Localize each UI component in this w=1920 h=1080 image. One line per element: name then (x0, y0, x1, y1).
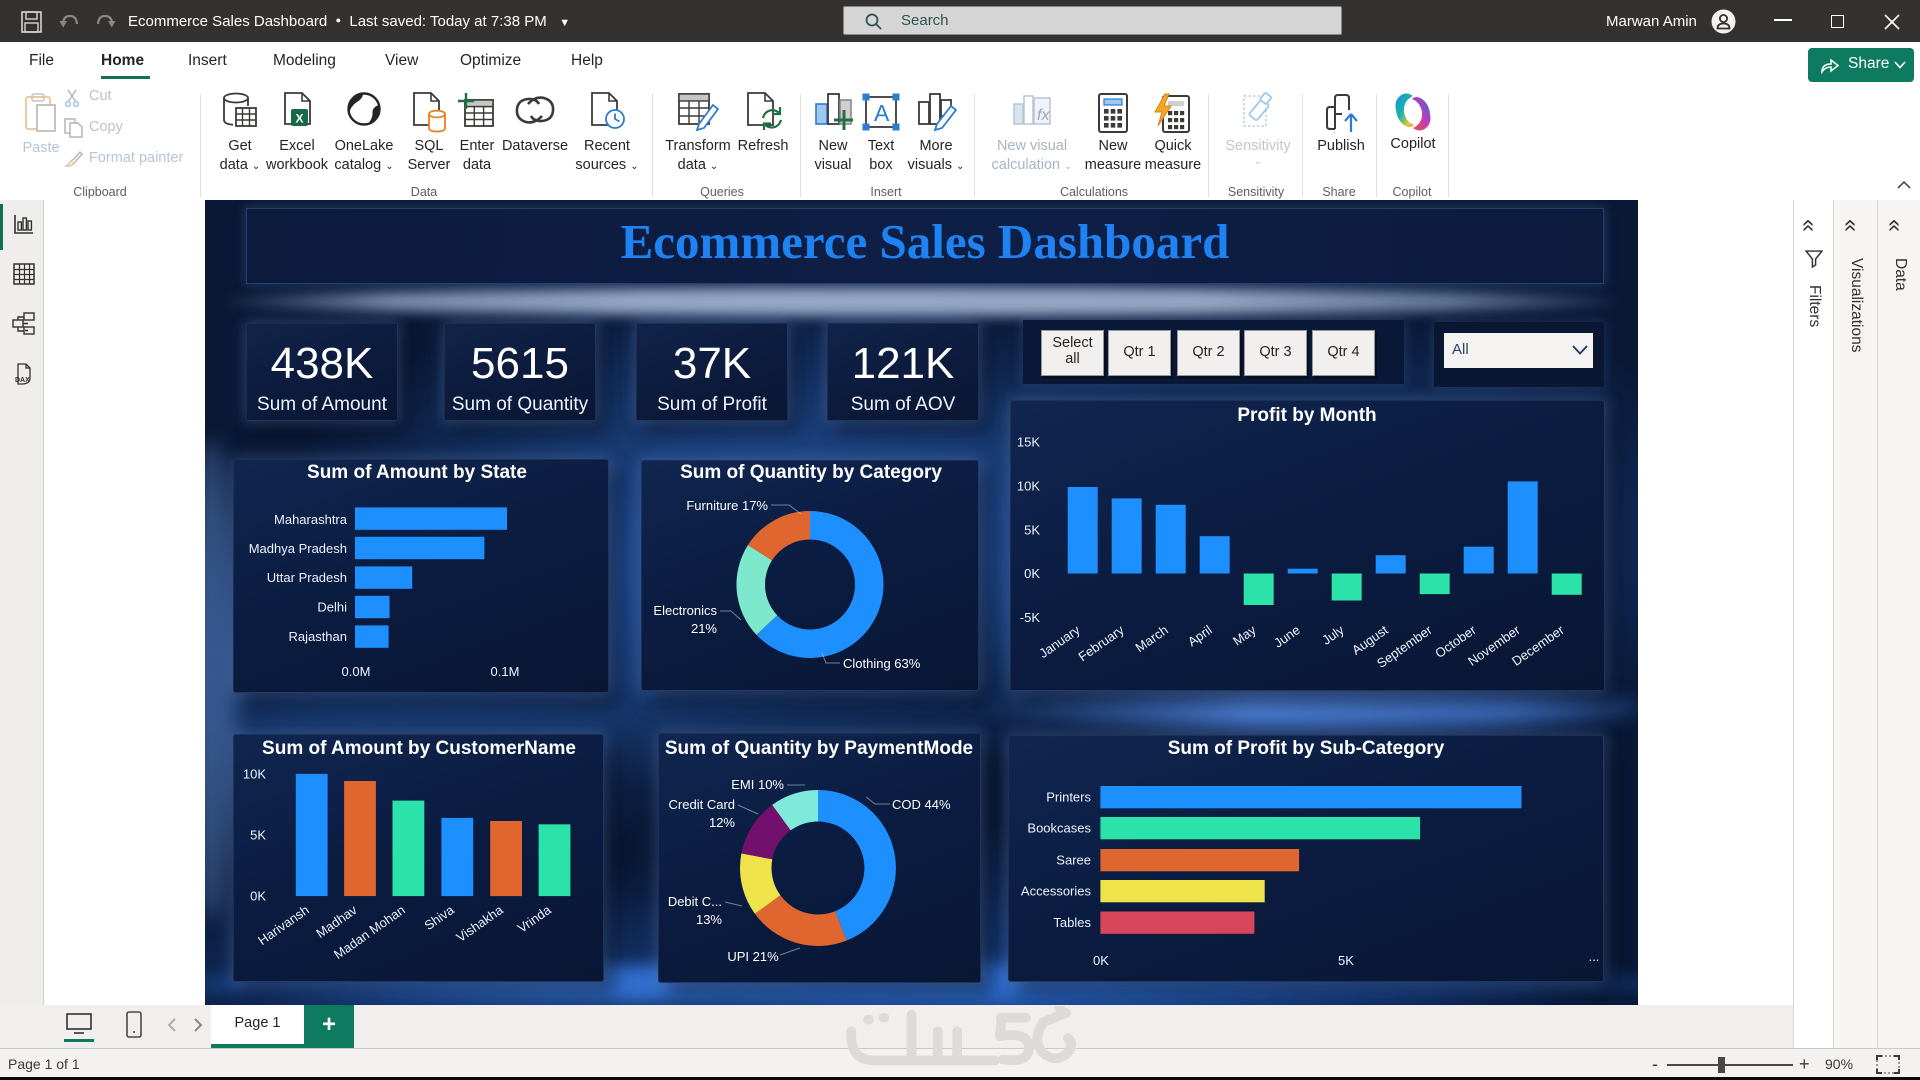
svg-text:Tables: Tables (1053, 915, 1091, 930)
svg-text:0K: 0K (250, 889, 266, 904)
svg-text:21%: 21% (691, 621, 717, 636)
svg-text:Vishakha: Vishakha (453, 902, 506, 945)
svg-text:Rajasthan: Rajasthan (288, 629, 347, 644)
svg-text:Electronics: Electronics (653, 603, 717, 618)
svg-text:13%: 13% (696, 912, 722, 927)
svg-text:0.1M: 0.1M (491, 664, 520, 679)
svg-text:Madhya Pradesh: Madhya Pradesh (249, 541, 347, 556)
svg-text:Saree: Saree (1056, 853, 1091, 868)
svg-text:Harivansh: Harivansh (255, 902, 312, 948)
svg-text:A: A (874, 100, 890, 126)
svg-text:EMI 10%: EMI 10% (731, 777, 784, 792)
svg-text:Accessories: Accessories (1021, 884, 1092, 899)
svg-text:5K: 5K (250, 828, 266, 843)
svg-text:COD 44%: COD 44% (892, 797, 951, 812)
svg-text:Delhi: Delhi (317, 600, 347, 615)
svg-text:Furniture 17%: Furniture 17% (686, 498, 768, 513)
svg-text:Debit C...: Debit C... (668, 894, 722, 909)
svg-text:Vrinda: Vrinda (515, 902, 555, 936)
svg-text:0.0M: 0.0M (342, 664, 371, 679)
svg-text:Sum of Amount by CustomerName: Sum of Amount by CustomerName (262, 738, 576, 759)
svg-text:June: June (1271, 622, 1303, 650)
svg-text:Sum of Profit by Sub-Category: Sum of Profit by Sub-Category (1168, 738, 1445, 759)
svg-text:July: July (1319, 622, 1347, 648)
svg-text:Shiva: Shiva (421, 902, 457, 933)
svg-text:Credit Card: Credit Card (669, 797, 735, 812)
svg-text:Bookcases: Bookcases (1027, 821, 1091, 836)
svg-text:0K: 0K (1024, 566, 1040, 581)
svg-text:10K: 10K (1017, 479, 1040, 494)
svg-text:Sum of Amount by State: Sum of Amount by State (307, 462, 527, 483)
svg-text:15K: 15K (1017, 435, 1040, 450)
svg-text:May: May (1230, 622, 1259, 649)
svg-text:Printers: Printers (1046, 790, 1091, 805)
svg-text:fx: fx (1037, 107, 1050, 124)
svg-text:April: April (1185, 622, 1215, 649)
svg-text:UPI 21%: UPI 21% (727, 949, 779, 964)
svg-text:DAX: DAX (15, 377, 30, 384)
svg-text:January: January (1036, 622, 1083, 661)
svg-text:X: X (296, 112, 304, 126)
svg-text:5K: 5K (1024, 523, 1040, 538)
svg-text:10K: 10K (243, 767, 266, 782)
svg-text:-5K: -5K (1020, 610, 1041, 625)
svg-text:...: ... (1589, 949, 1600, 964)
svg-text:February: February (1075, 622, 1127, 664)
svg-text:Sum of Quantity by PaymentMode: Sum of Quantity by PaymentMode (665, 738, 973, 759)
svg-text:Clothing 63%: Clothing 63% (843, 656, 921, 671)
svg-text:March: March (1133, 622, 1171, 655)
svg-text:Uttar Pradesh: Uttar Pradesh (267, 570, 347, 585)
svg-text:5K: 5K (1338, 953, 1354, 968)
svg-text:Profit by Month: Profit by Month (1237, 405, 1376, 426)
svg-text:0K: 0K (1093, 953, 1109, 968)
svg-text:12%: 12% (709, 815, 735, 830)
svg-text:Maharashtra: Maharashtra (274, 512, 348, 527)
svg-text:Sum of Quantity by Category: Sum of Quantity by Category (680, 462, 942, 483)
